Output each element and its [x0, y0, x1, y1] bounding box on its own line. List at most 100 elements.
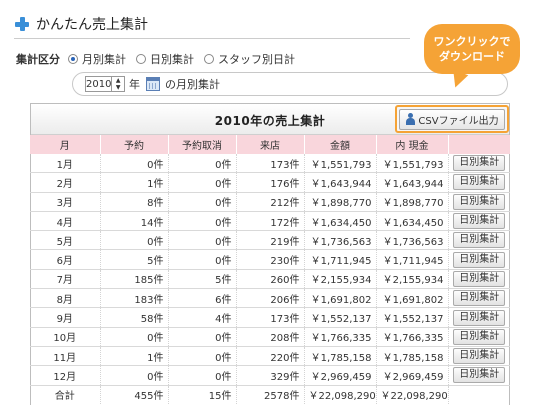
cell-cancellations: 0件	[168, 346, 237, 367]
cell-amount: ￥1,634,450	[304, 211, 377, 232]
daily-summary-button[interactable]: 日別集計	[453, 367, 506, 384]
cell-visits: 206件	[236, 288, 305, 309]
table-row: 12月 0件 0件 329件 ￥2,969,459 ￥2,969,459 日別集計	[30, 365, 510, 386]
header-month: 月	[30, 135, 101, 154]
cell-visits: 212件	[236, 192, 305, 212]
radio-staff-daily[interactable]: スタッフ別日計	[204, 51, 295, 67]
total-visits: 2578件	[236, 384, 305, 404]
cell-cash: ￥1,898,770	[376, 192, 449, 212]
cell-reservations: 14件	[100, 211, 169, 232]
spin-down-icon[interactable]: ▼	[115, 84, 121, 91]
header-cash: 内 現金	[376, 135, 449, 154]
cell-reservations: 5件	[100, 249, 169, 270]
table-row: 8月 183件 6件 206件 ￥1,691,802 ￥1,691,802 日別集計	[30, 288, 510, 309]
cell-month: 11月	[30, 346, 101, 367]
daily-summary-button[interactable]: 日別集計	[453, 232, 506, 249]
spin-up-icon[interactable]: ▲	[115, 77, 121, 84]
cell-action: 日別集計	[448, 154, 510, 174]
daily-summary-button[interactable]: 日別集計	[453, 290, 506, 307]
cell-cancellations: 0件	[168, 365, 237, 386]
radio-daily[interactable]: 日別集計	[136, 51, 194, 67]
radio-button-daily[interactable]	[136, 54, 146, 64]
plus-logo-icon	[14, 16, 30, 32]
aggregation-mode-row: 集計区分 月別集計 日別集計 スタッフ別日計	[16, 51, 305, 67]
app-title: かんたん売上集計	[36, 17, 148, 33]
cell-action: 日別集計	[448, 288, 510, 309]
cell-visits: 173件	[236, 307, 305, 328]
title-divider	[14, 38, 410, 39]
cell-cash: ￥2,969,459	[376, 365, 449, 386]
cell-month: 10月	[30, 327, 101, 347]
cell-visits: 176件	[236, 172, 305, 193]
cell-action: 日別集計	[448, 192, 510, 212]
header-amount: 金額	[304, 135, 377, 154]
cell-reservations: 1件	[100, 346, 169, 367]
cell-cash: ￥1,643,944	[376, 172, 449, 193]
cell-month: 4月	[30, 211, 101, 232]
year-suffix-label: の月別集計	[165, 78, 220, 91]
calendar-icon[interactable]	[146, 77, 160, 91]
cell-reservations: 0件	[100, 154, 169, 174]
cell-cash: ￥1,552,137	[376, 307, 449, 328]
daily-summary-button[interactable]: 日別集計	[453, 251, 506, 268]
cell-month: 9月	[30, 307, 101, 328]
table-row: 7月 185件 5件 260件 ￥2,155,934 ￥2,155,934 日別集計	[30, 269, 510, 290]
cell-action: 日別集計	[448, 307, 510, 328]
cell-reservations: 8件	[100, 192, 169, 212]
cell-cancellations: 0件	[168, 211, 237, 232]
cell-cancellations: 4件	[168, 307, 237, 328]
cell-cancellations: 0件	[168, 172, 237, 193]
year-spin-buttons[interactable]: ▲ ▼	[111, 77, 124, 91]
cell-reservations: 58件	[100, 307, 169, 328]
year-stepper[interactable]: 2010 ▲ ▼	[85, 76, 125, 92]
cell-cash: ￥1,634,450	[376, 211, 449, 232]
monthly-summary-table: 月 予約 予約取消 来店 金額 内 現金 1月 0件 0件 173件 ￥1,551,79…	[30, 135, 511, 404]
radio-button-monthly[interactable]	[68, 54, 78, 64]
daily-summary-button[interactable]: 日別集計	[453, 213, 506, 230]
cell-action: 日別集計	[448, 346, 510, 367]
daily-summary-button[interactable]: 日別集計	[453, 328, 506, 345]
daily-summary-button[interactable]: 日別集計	[453, 155, 506, 172]
cell-visits: 219件	[236, 230, 305, 251]
daily-summary-button[interactable]: 日別集計	[453, 193, 506, 210]
table-total-row: 合計 455件 15件 2578件 ￥22,098,290 ￥22,098,290	[30, 384, 510, 404]
daily-summary-button[interactable]: 日別集計	[453, 309, 506, 326]
cell-amount: ￥2,969,459	[304, 365, 377, 386]
cell-amount: ￥2,155,934	[304, 269, 377, 290]
cell-cancellations: 0件	[168, 249, 237, 270]
cell-reservations: 0件	[100, 230, 169, 251]
year-input[interactable]: 2010	[86, 78, 112, 90]
daily-summary-button[interactable]: 日別集計	[453, 174, 506, 191]
cell-visits: 220件	[236, 346, 305, 367]
table-row: 10月 0件 0件 208件 ￥1,766,335 ￥1,766,335 日別集計	[30, 327, 510, 347]
table-row: 4月 14件 0件 172件 ￥1,634,450 ￥1,634,450 日別集計	[30, 211, 510, 232]
table-row: 6月 5件 0件 230件 ￥1,711,945 ￥1,711,945 日別集計	[30, 249, 510, 270]
radio-monthly[interactable]: 月別集計	[68, 51, 126, 67]
panel-header: 2010年の売上集計 CSVファイル出力	[31, 104, 509, 135]
total-cash: ￥22,098,290	[376, 384, 449, 404]
radio-button-staff-daily[interactable]	[204, 54, 214, 64]
cell-month: 2月	[30, 172, 101, 193]
cell-reservations: 183件	[100, 288, 169, 309]
radio-label-monthly: 月別集計	[82, 53, 126, 66]
cell-amount: ￥1,552,137	[304, 307, 377, 328]
cell-cash: ￥1,736,563	[376, 230, 449, 251]
cell-cash: ￥1,785,158	[376, 346, 449, 367]
csv-export-inner[interactable]: CSVファイル出力	[399, 108, 505, 130]
csv-export-button[interactable]: CSVファイル出力	[395, 105, 509, 133]
cell-action: 日別集計	[448, 230, 510, 251]
cell-action: 日別集計	[448, 249, 510, 270]
app-header: かんたん売上集計	[14, 14, 148, 34]
header-action	[448, 135, 511, 154]
cell-reservations: 0件	[100, 327, 169, 347]
cell-visits: 173件	[236, 154, 305, 174]
cell-amount: ￥1,551,793	[304, 154, 377, 174]
daily-summary-button[interactable]: 日別集計	[453, 348, 506, 365]
cell-amount: ￥1,766,335	[304, 327, 377, 347]
cell-cash: ￥1,766,335	[376, 327, 449, 347]
cell-reservations: 0件	[100, 365, 169, 386]
cell-month: 3月	[30, 192, 101, 212]
cell-cancellations: 6件	[168, 288, 237, 309]
summary-panel: 2010年の売上集計 CSVファイル出力 月 予約 予約取消 来店 金額 内 現…	[30, 103, 511, 405]
daily-summary-button[interactable]: 日別集計	[453, 270, 506, 287]
